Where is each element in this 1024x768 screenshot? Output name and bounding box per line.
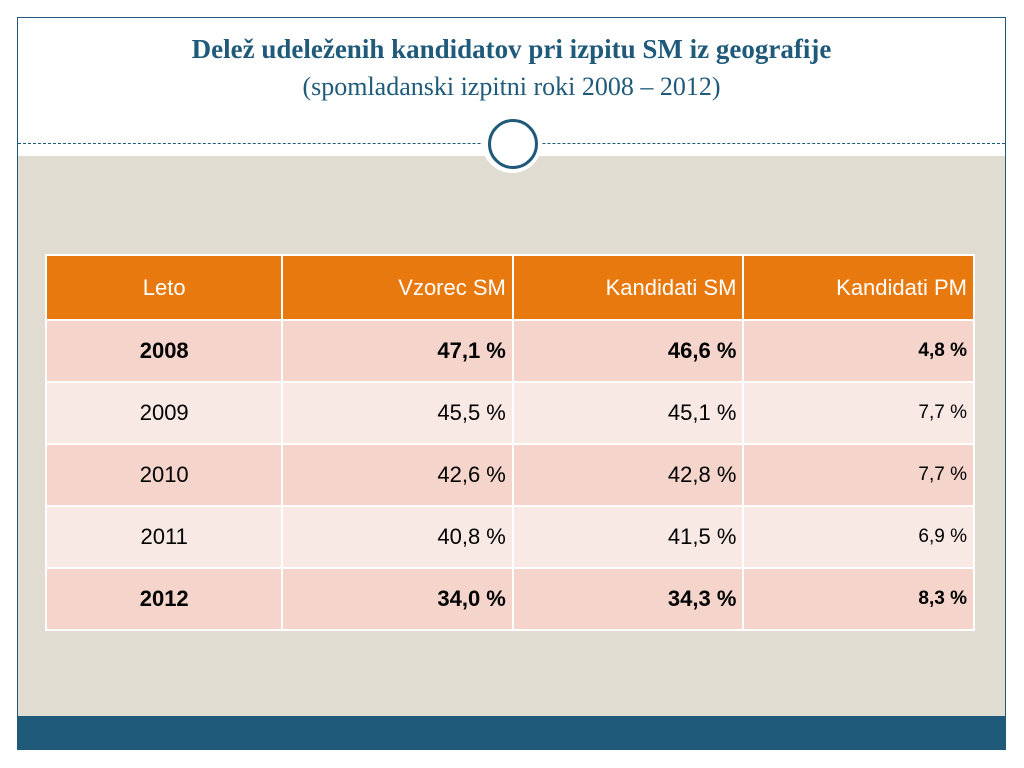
table-row: 2010 42,6 % 42,8 % 7,7 % [44,443,975,507]
table-header-row: Leto Vzorec SM Kandidati SM Kandidati PM [44,254,975,321]
header-leto: Leto [44,254,284,321]
cell-vzorec-sm: 40,8 % [281,505,514,569]
cell-year: 2008 [44,319,284,383]
table-row: 2009 45,5 % 45,1 % 7,7 % [44,381,975,445]
header-kandidati-pm: Kandidati PM [742,254,975,321]
cell-kandidati-pm: 6,9 % [742,505,975,569]
table-row: 2012 34,0 % 34,3 % 8,3 % [44,567,975,631]
data-table: Leto Vzorec SM Kandidati SM Kandidati PM… [44,254,975,631]
ring-ornament-icon [488,119,538,169]
cell-kandidati-pm: 7,7 % [742,443,975,507]
cell-vzorec-sm: 34,0 % [281,567,514,631]
cell-kandidati-pm: 7,7 % [742,381,975,445]
cell-year: 2010 [44,443,284,507]
slide-frame: Delež udeleženih kandidatov pri izpitu S… [17,17,1006,750]
cell-kandidati-sm: 46,6 % [511,319,745,383]
slide-title: Delež udeleženih kandidatov pri izpitu S… [191,34,832,64]
cell-kandidati-pm: 8,3 % [742,567,975,631]
header-kandidati-sm: Kandidati SM [511,254,745,321]
slide-subtitle: (spomladanski izpitni roki 2008 – 2012) [302,72,721,101]
cell-vzorec-sm: 47,1 % [281,319,514,383]
table-row: 2008 47,1 % 46,6 % 4,8 % [44,319,975,383]
cell-year: 2012 [44,567,284,631]
cell-vzorec-sm: 45,5 % [281,381,514,445]
cell-year: 2009 [44,381,284,445]
cell-kandidati-sm: 45,1 % [511,381,745,445]
cell-kandidati-sm: 41,5 % [511,505,745,569]
table-row: 2011 40,8 % 41,5 % 6,9 % [44,505,975,569]
cell-kandidati-sm: 34,3 % [511,567,745,631]
cell-kandidati-pm: 4,8 % [742,319,975,383]
footer-bar [18,716,1005,749]
cell-kandidati-sm: 42,8 % [511,443,745,507]
header-vzorec-sm: Vzorec SM [281,254,514,321]
cell-vzorec-sm: 42,6 % [281,443,514,507]
cell-year: 2011 [44,505,284,569]
